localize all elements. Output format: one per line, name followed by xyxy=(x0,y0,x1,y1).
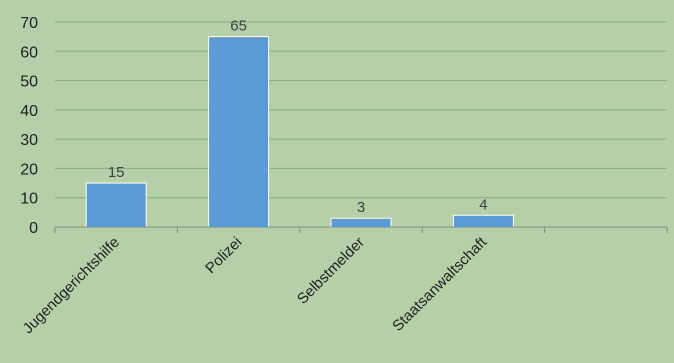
y-tick-label: 10 xyxy=(20,191,38,208)
x-tick-label: Jugendgerichtshilfe xyxy=(20,234,123,337)
data-label: 15 xyxy=(108,164,125,181)
data-label: 65 xyxy=(230,18,247,35)
bar xyxy=(452,214,514,228)
data-labels: 15 65 3 4 xyxy=(108,18,488,217)
y-axis: 0 10 20 30 40 50 60 70 xyxy=(20,15,38,237)
data-label: 3 xyxy=(357,199,365,216)
y-tick-label: 50 xyxy=(20,74,38,91)
bar xyxy=(208,36,270,228)
y-tick-label: 40 xyxy=(20,103,38,120)
data-label: 4 xyxy=(479,196,487,213)
y-tick-label: 60 xyxy=(20,44,38,61)
x-tick-label: Polizei xyxy=(202,234,245,277)
y-tick-label: 30 xyxy=(20,132,38,149)
x-axis: Jugendgerichtshilfe Polizei Selbstmelder St… xyxy=(20,226,668,337)
bar xyxy=(85,182,147,228)
y-tick-label: 70 xyxy=(20,15,38,32)
gridlines xyxy=(55,21,667,199)
bar xyxy=(330,217,392,228)
x-tick-label: Selbstmelder xyxy=(294,234,368,308)
bars xyxy=(85,36,514,228)
y-tick-label: 0 xyxy=(29,220,38,237)
y-tick-label: 20 xyxy=(20,161,38,178)
x-tick-label: Staatsanwaltschaft xyxy=(389,233,491,335)
